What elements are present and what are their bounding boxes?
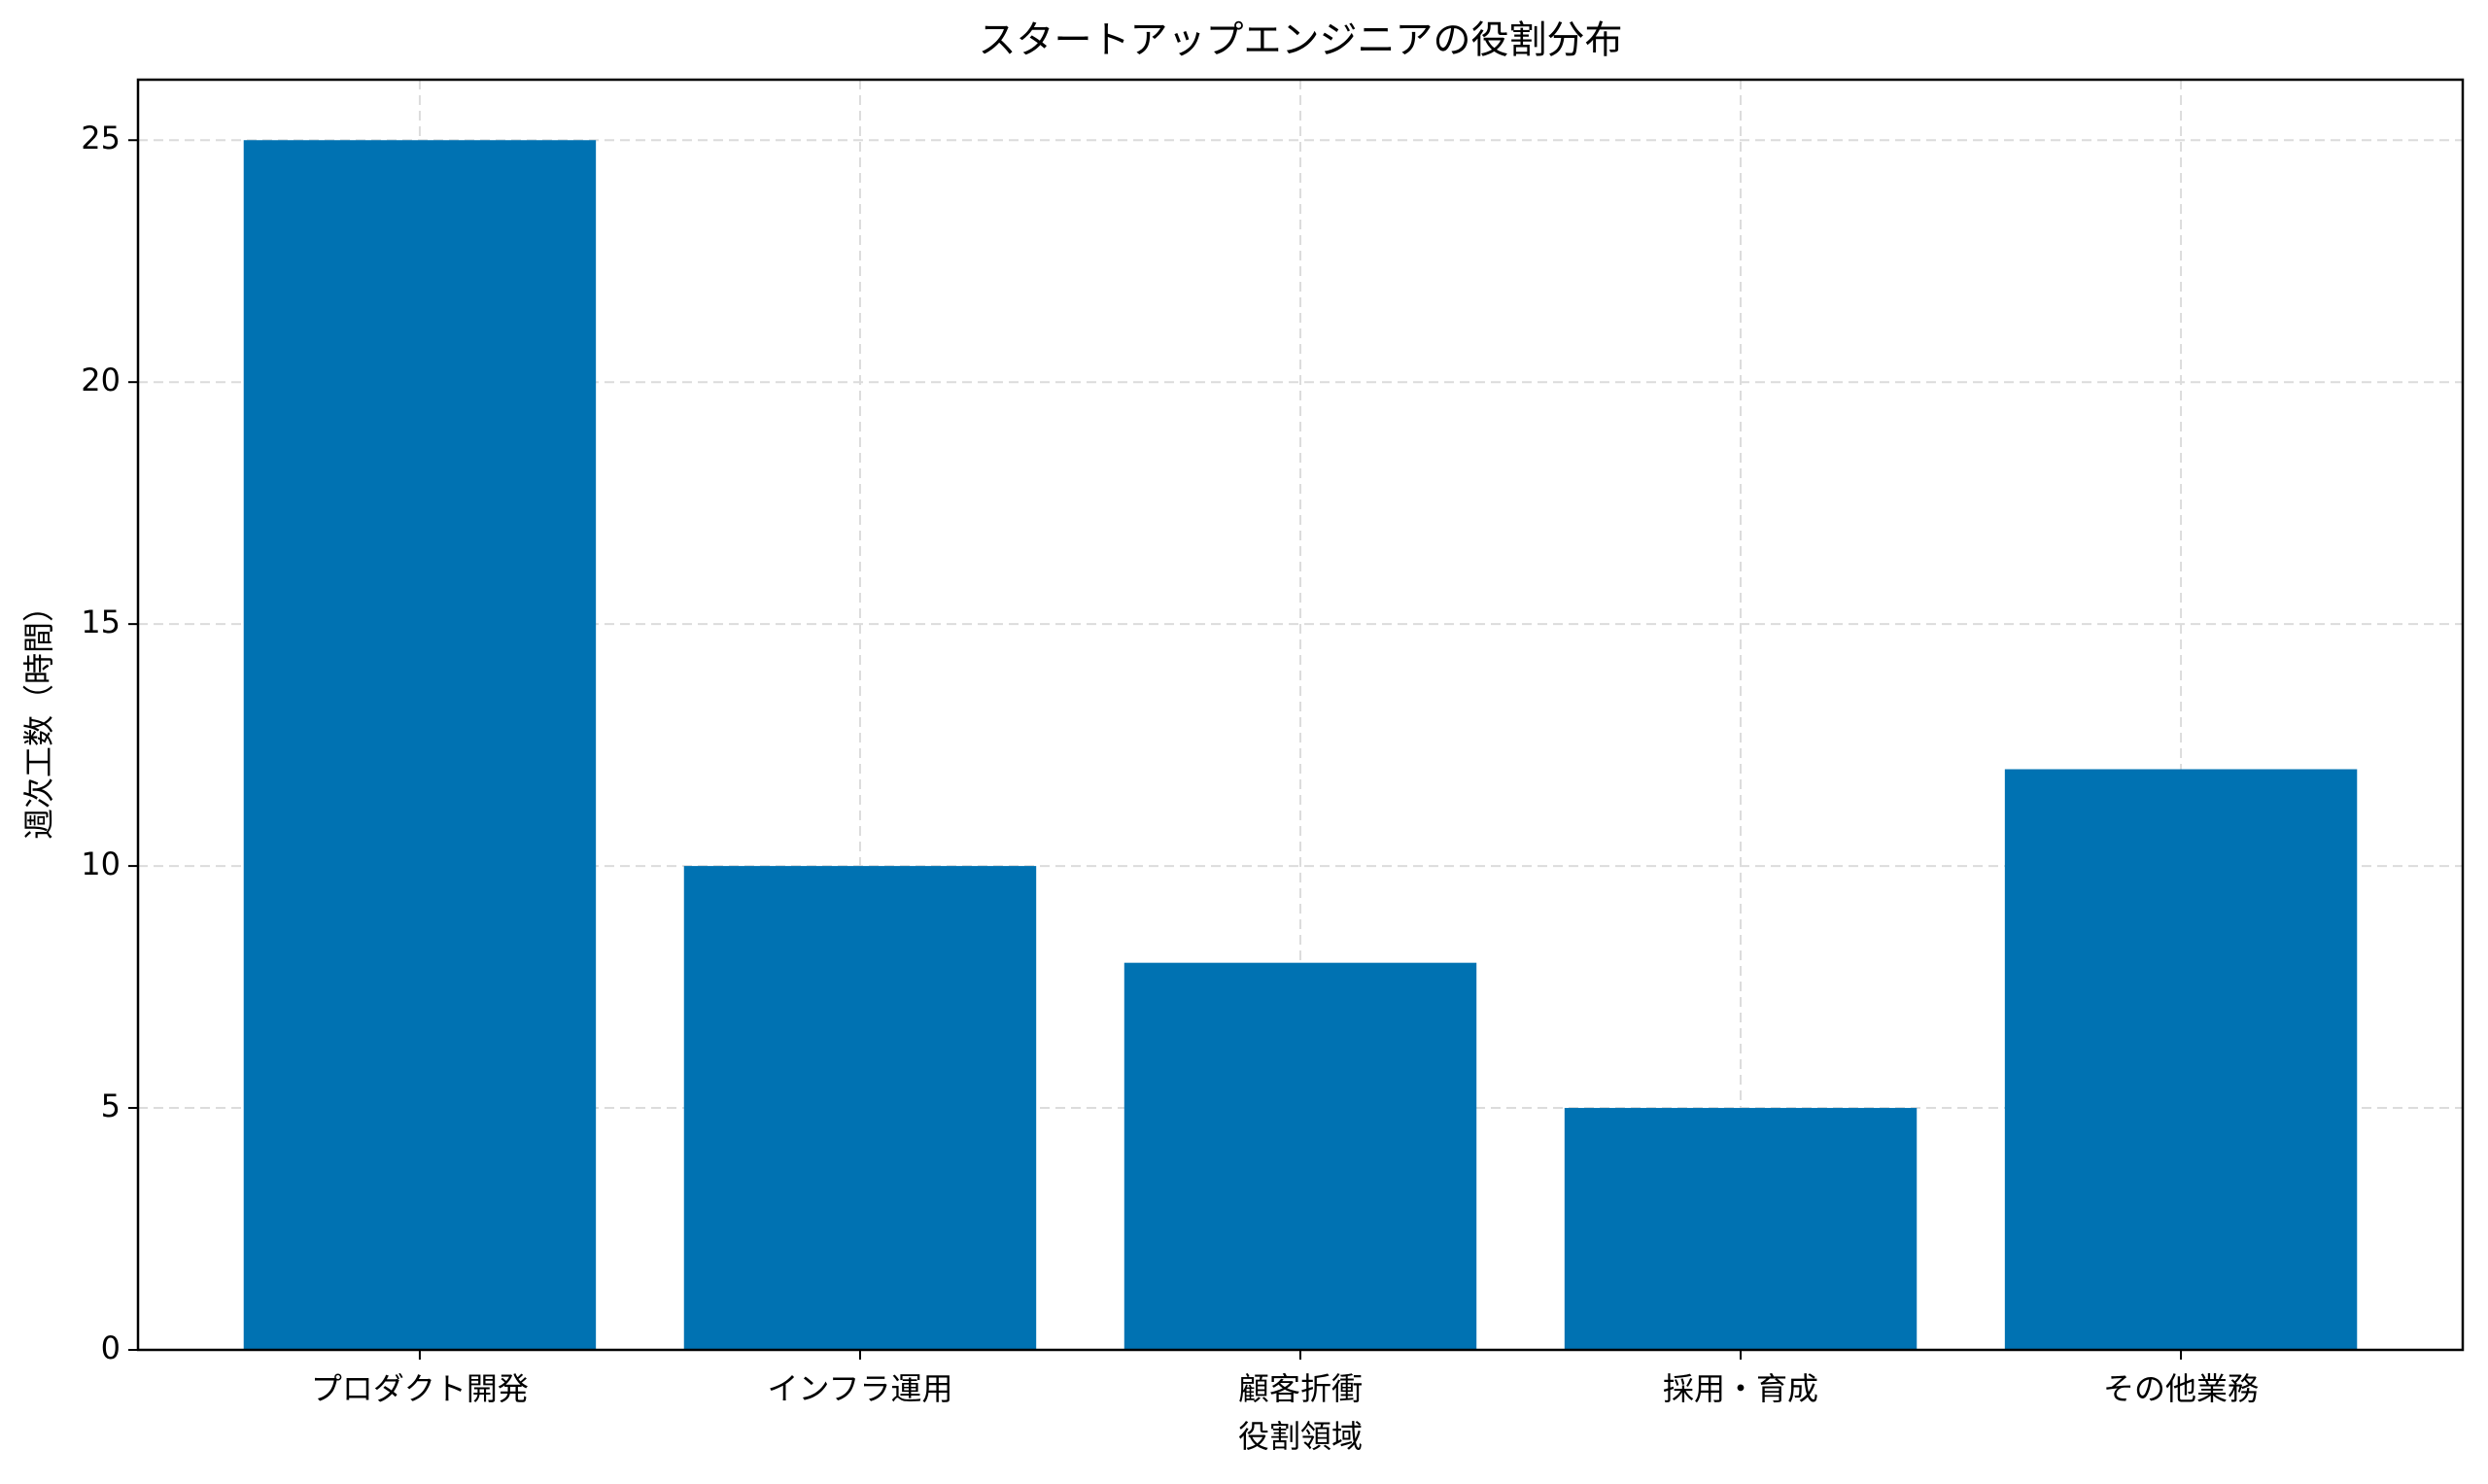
bar [243,140,597,1351]
y-tick-label: 10 [81,846,121,882]
plot-frame [136,78,2465,1352]
y-tick-label: 15 [81,604,121,640]
bar [1564,1108,1918,1350]
bar [1123,962,1477,1350]
y-axis-label: 週次工数（時間） [20,591,57,840]
y-tick-label: 0 [101,1329,121,1366]
x-tick-label: プロダクト開発 [311,1370,529,1407]
x-tick-label: 採用・育成 [1663,1370,1818,1407]
x-tick-label: その他業務 [2103,1370,2259,1407]
x-tick-label: インフラ運用 [767,1370,952,1407]
y-tick-label: 25 [81,120,121,156]
y-tick-label: 20 [81,362,121,398]
x-axis-label: 役割領域 [1238,1418,1363,1455]
bar [683,866,1037,1350]
x-tick-label: 顧客折衝 [1238,1370,1363,1407]
chart-title: スタートアップエンジニアの役割分布 [978,19,1622,63]
y-tick-label: 5 [101,1087,121,1124]
bar [2004,769,2358,1350]
